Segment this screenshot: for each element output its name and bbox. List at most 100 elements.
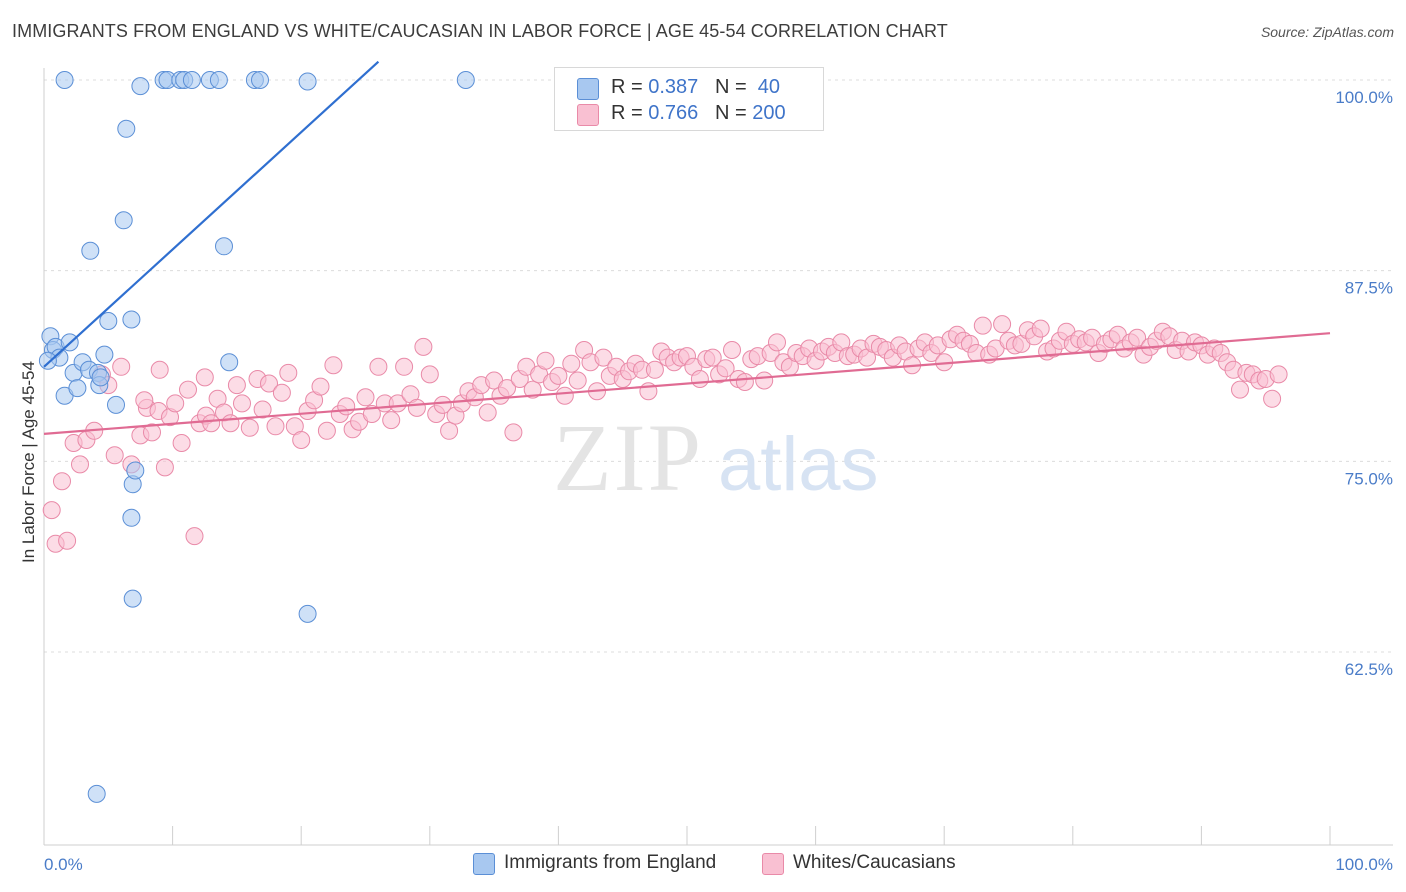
white-point [337, 397, 356, 416]
white-point [356, 388, 375, 407]
white-point [266, 417, 285, 436]
white-point [317, 421, 336, 440]
y-axis-title: In Labor Force | Age 45-54 [19, 361, 38, 563]
white-point [195, 368, 214, 387]
chart-title: IMMIGRANTS FROM ENGLAND VS WHITE/CAUCASI… [12, 21, 948, 41]
england-point [91, 368, 110, 387]
white-point [279, 363, 298, 382]
england-point [456, 71, 475, 89]
white-point [768, 333, 786, 352]
white-point [382, 411, 401, 430]
legend-swatch-white [577, 104, 599, 126]
white-trend-line [43, 332, 1331, 435]
data-points [38, 71, 1288, 803]
y-tick-label: 75.0% [1345, 469, 1393, 488]
england-point [68, 379, 87, 398]
england-point [95, 345, 114, 364]
white-point [202, 414, 221, 433]
white-point [71, 455, 89, 474]
white-point [227, 376, 246, 395]
england-point [298, 604, 317, 623]
white-point [395, 357, 414, 376]
white-point [703, 348, 722, 367]
white-point [755, 371, 774, 390]
axis-labels: 62.5% 75.0% 87.5% 100.0% 0.0% 100.0% In Labor … [19, 88, 1393, 874]
england-point [131, 77, 150, 96]
white-point [440, 421, 459, 440]
england-point [107, 395, 125, 414]
england-point [38, 351, 57, 370]
white-point [973, 316, 992, 335]
england-point [220, 353, 239, 372]
white-point [233, 394, 251, 413]
white-point [179, 380, 197, 399]
white-point [150, 360, 169, 379]
white-point [735, 373, 754, 391]
white-point [42, 501, 61, 520]
legend-n-value-white: 200 [752, 102, 786, 124]
watermark-zip: ZIP [553, 404, 703, 511]
y-tick-label: 62.5% [1345, 660, 1393, 679]
england-point [122, 310, 141, 329]
white-point [53, 472, 71, 491]
trend-lines [43, 60, 1331, 435]
england-point [99, 312, 118, 330]
bottom-legend-label-england: Immigrants from England [504, 852, 717, 873]
bottom-legend-swatch-white [762, 853, 784, 875]
legend-n-value-england: 40 [752, 76, 781, 98]
x-tick-label-max: 100.0% [1335, 855, 1393, 874]
white-point [135, 391, 154, 410]
bottom-legend-label-white: Whites/Caucasians [793, 852, 956, 873]
white-point [143, 423, 161, 442]
white-point [185, 527, 204, 546]
white-point [105, 446, 124, 465]
white-point [690, 370, 709, 388]
england-point [123, 589, 142, 608]
england-point [215, 237, 233, 256]
legend-swatch-england [577, 78, 599, 100]
white-point [272, 383, 291, 402]
white-point [112, 357, 131, 376]
white-point [311, 377, 330, 396]
white-point [723, 341, 741, 359]
source-label: Source: ZipAtlas.com [1260, 24, 1394, 40]
white-point [716, 359, 735, 378]
england-point [55, 71, 74, 89]
white-point [1128, 328, 1147, 347]
white-point [388, 394, 407, 413]
bottom-legend-swatch-england [473, 853, 495, 875]
white-point [420, 365, 439, 384]
england-point [251, 71, 269, 89]
england-point [87, 784, 106, 803]
england-point [298, 72, 317, 91]
england-point [117, 119, 136, 138]
y-tick-label: 100.0% [1335, 88, 1393, 107]
white-point [369, 357, 388, 376]
white-point [478, 403, 497, 422]
white-point [1031, 319, 1050, 338]
white-point [58, 531, 77, 550]
white-point [253, 400, 272, 419]
white-point [407, 398, 426, 417]
white-point [549, 366, 568, 385]
stats-legend: R = 0.387 N = 40 R = 0.766 N = 200 [554, 67, 824, 131]
white-point [260, 374, 278, 393]
white-point [536, 351, 555, 370]
england-trend-line [43, 60, 380, 368]
white-point [362, 405, 381, 423]
white-point [562, 354, 581, 373]
white-point [155, 458, 174, 477]
white-point [324, 356, 343, 375]
watermark: ZIP atlas [553, 404, 879, 511]
legend-r-value-white: 0.766 [648, 102, 699, 124]
england-point [126, 461, 145, 480]
white-point [594, 348, 613, 367]
white-point [1263, 389, 1282, 408]
watermark-atlas: atlas [718, 422, 879, 507]
white-point [504, 423, 523, 442]
england-point [182, 71, 201, 89]
white-point [1269, 365, 1288, 384]
england-point [81, 241, 100, 260]
white-point [993, 315, 1012, 334]
